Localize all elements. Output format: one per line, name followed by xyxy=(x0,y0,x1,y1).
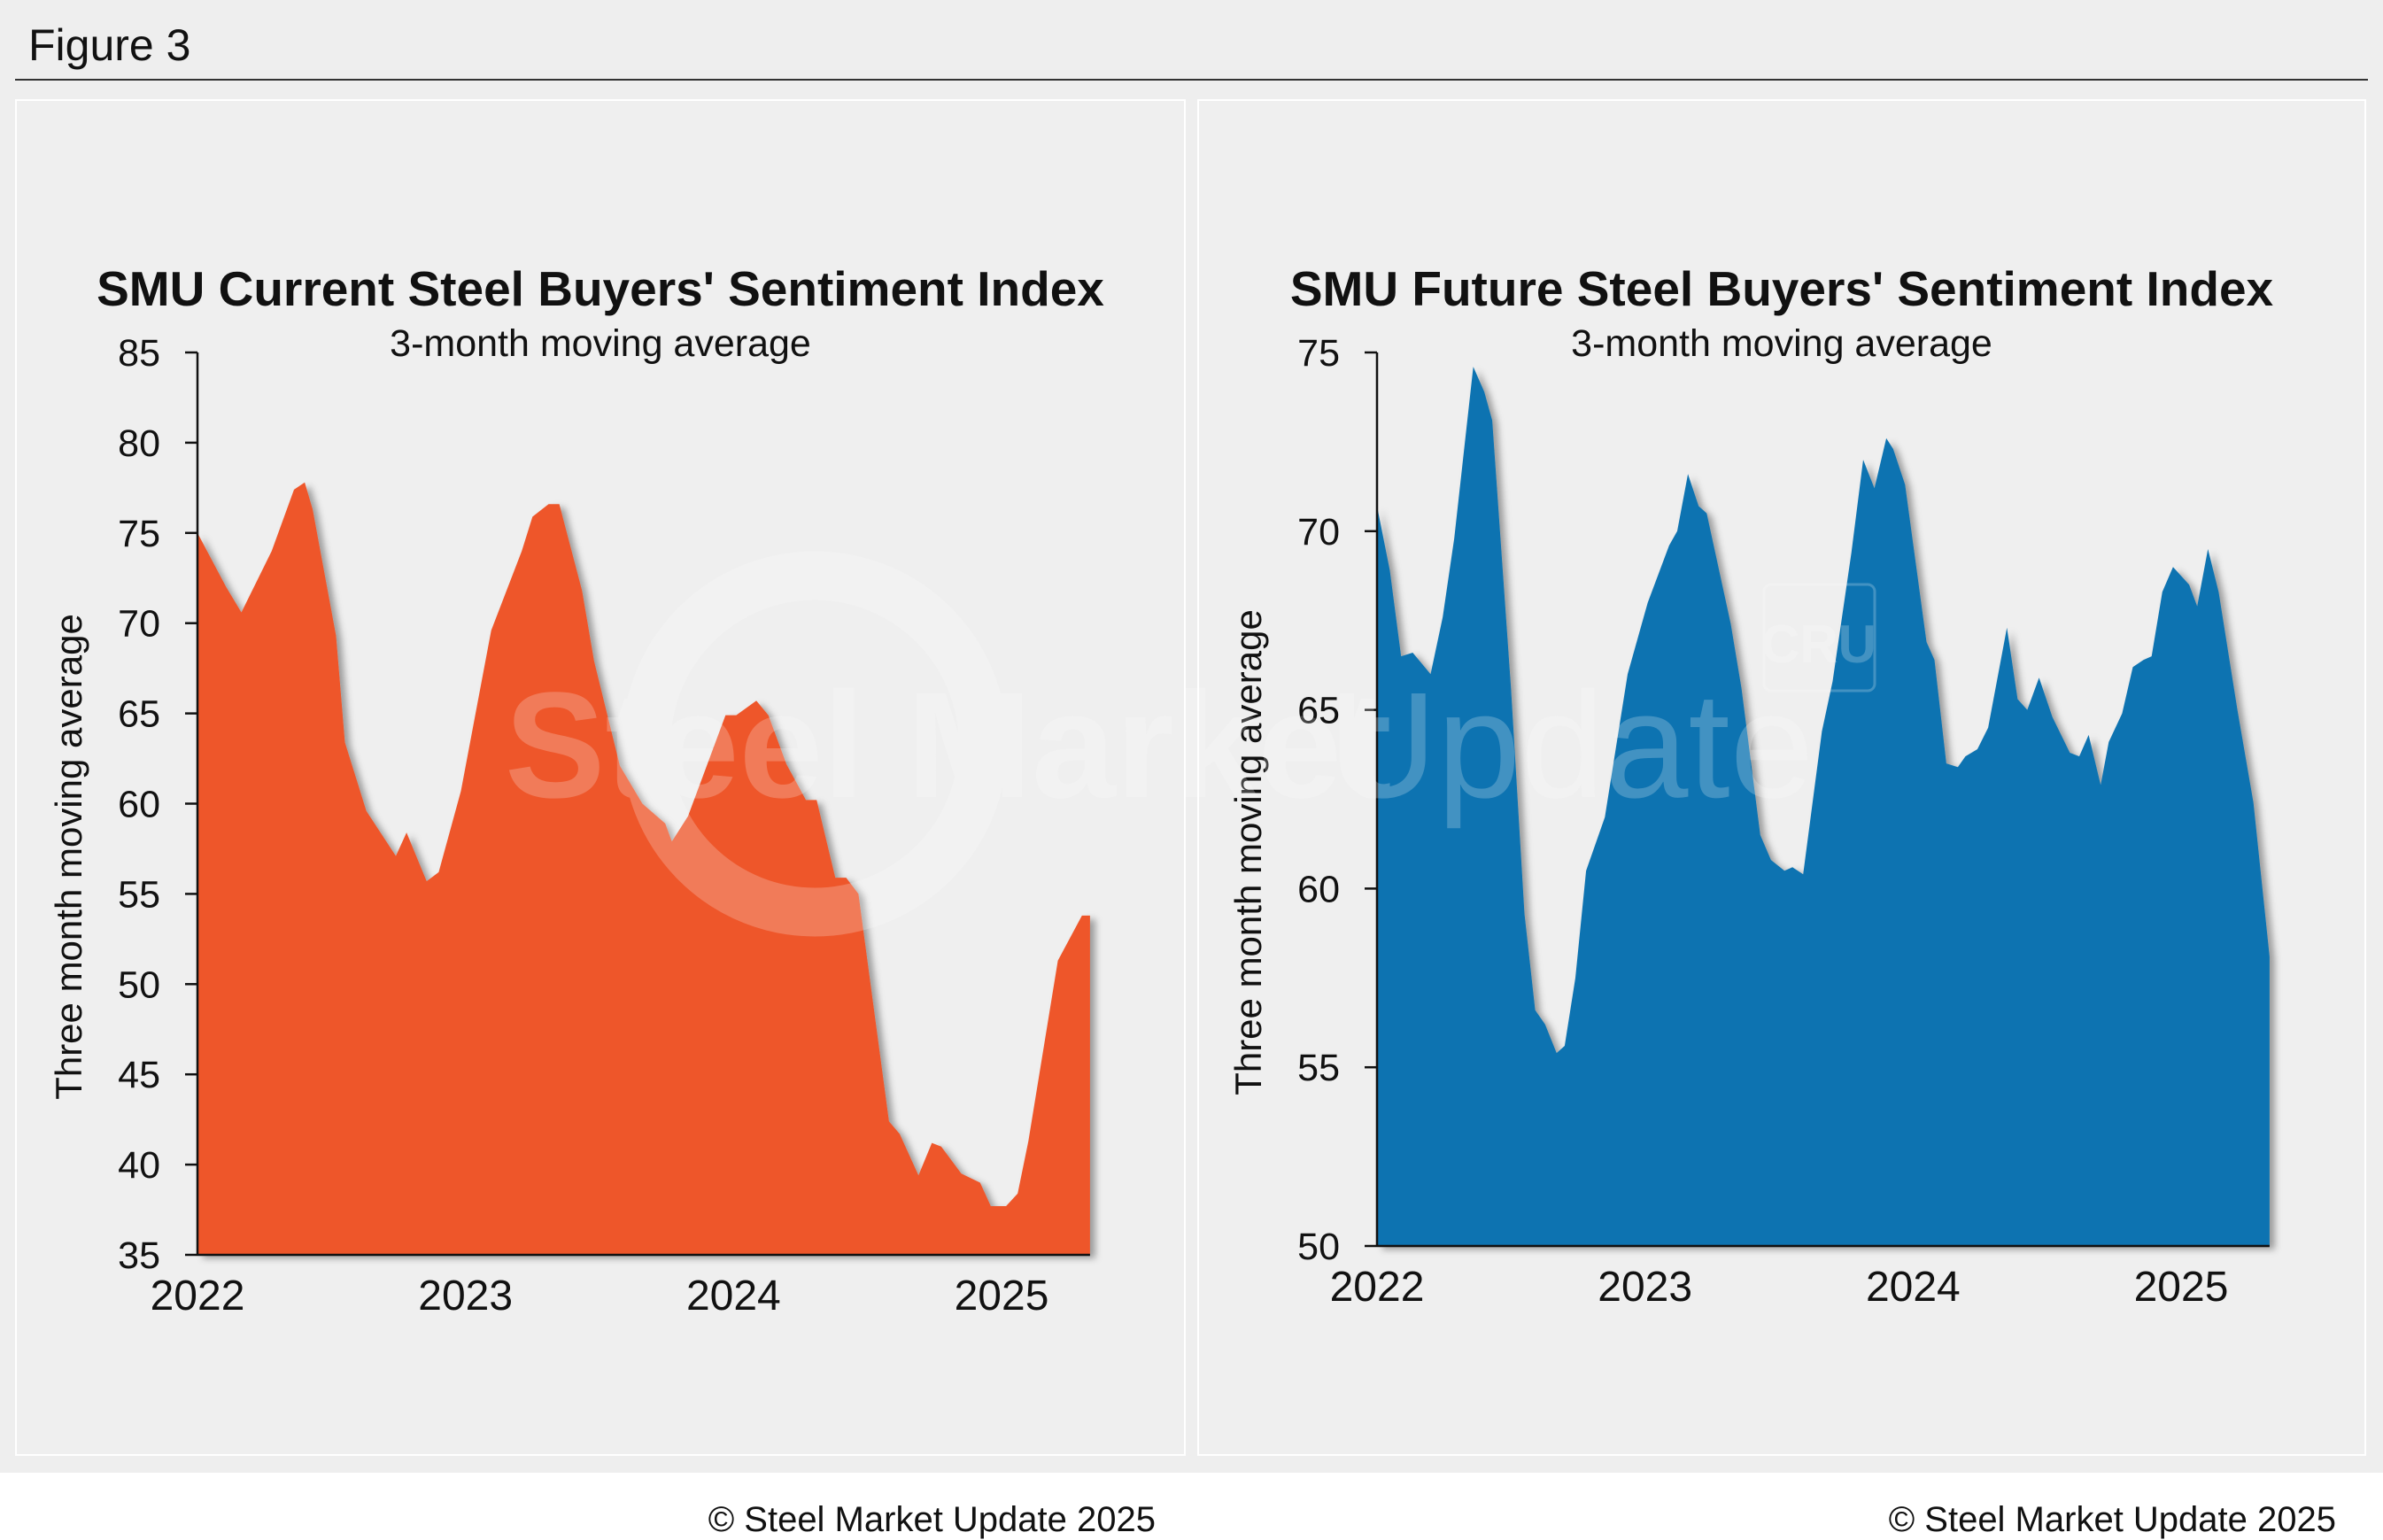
watermark-logo-ring xyxy=(622,551,1008,937)
x-tick-label: 2022 xyxy=(1330,1264,1425,1311)
chart-title: SMU Current Steel Buyers' Sentiment Inde… xyxy=(97,261,1104,316)
x-tick-label: 2024 xyxy=(686,1273,781,1319)
y-tick-label: 60 xyxy=(1297,868,1340,910)
y-tick-label: 75 xyxy=(118,513,160,555)
current-sentiment-chart: 35 40 45 50 55 60 65 70 75 80 85 2022 2023 2024 2025 Th… xyxy=(48,332,1090,1319)
y-tick-label: 55 xyxy=(118,873,160,916)
x-tick-label: 2023 xyxy=(1598,1264,1692,1311)
watermark-text: Steel Market xyxy=(505,662,1392,830)
copyright: © Steel Market Update 2025 xyxy=(1888,1500,2336,1539)
watermark-badge xyxy=(1762,583,1876,693)
future-sentiment-chart: 50 55 60 65 70 75 2022 2023 2024 2025 Three month … xyxy=(1227,332,2270,1311)
y-tick-label: 45 xyxy=(118,1054,160,1096)
y-tick-label: 65 xyxy=(1297,690,1340,732)
y-tick-label: 70 xyxy=(1297,511,1340,553)
chart-subtitle: 3-month moving average xyxy=(1571,322,1992,365)
y-tick-label: 40 xyxy=(118,1144,160,1187)
y-tick-label: 65 xyxy=(118,693,160,736)
area-series xyxy=(1377,367,2270,1247)
x-tick-label: 2024 xyxy=(1866,1264,1961,1311)
y-tick-label: 80 xyxy=(118,422,160,465)
x-tick-label: 2022 xyxy=(151,1273,245,1319)
y-tick-label: 70 xyxy=(118,603,160,646)
y-tick-label: 55 xyxy=(1297,1047,1340,1089)
watermark-text: Update xyxy=(1328,662,1814,830)
chart-title: SMU Future Steel Buyers' Sentiment Index xyxy=(1289,261,2274,316)
y-tick-label: 85 xyxy=(118,332,160,375)
area-series xyxy=(197,482,1090,1255)
x-tick-label: 2023 xyxy=(418,1273,513,1319)
y-tick-label: 35 xyxy=(118,1234,160,1277)
y-tick-label: 75 xyxy=(1297,332,1340,375)
y-axis-label: Three month moving average xyxy=(48,614,89,1100)
figure-label: Figure 3 xyxy=(28,20,191,70)
chart-subtitle: 3-month moving average xyxy=(390,322,811,365)
y-tick-label: 50 xyxy=(1297,1226,1340,1268)
figure-divider xyxy=(15,79,2368,81)
x-tick-label: 2025 xyxy=(2134,1264,2229,1311)
y-tick-label: 50 xyxy=(118,963,160,1006)
x-tick-label: 2025 xyxy=(955,1273,1049,1319)
copyright: © Steel Market Update 2025 xyxy=(708,1500,1156,1539)
charts-canvas: 35 40 45 50 55 60 65 70 75 80 85 2022 2023 2024 2025 Th… xyxy=(48,332,2270,1319)
watermark-badge-text: CRU xyxy=(1761,615,1876,674)
y-axis-label: Three month moving average xyxy=(1227,609,1269,1095)
y-tick-label: 60 xyxy=(118,784,160,826)
